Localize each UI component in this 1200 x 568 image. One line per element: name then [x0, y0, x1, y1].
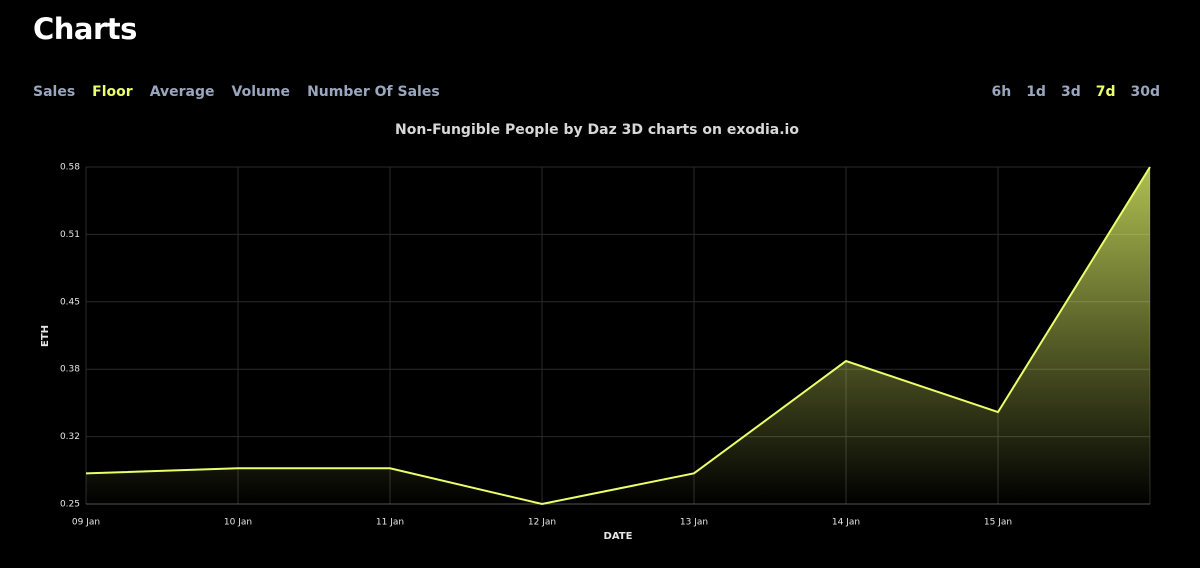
- x-tick-label: 11 Jan: [376, 518, 404, 528]
- range-tabs: 6h 1d 3d 7d 30d: [991, 84, 1160, 100]
- x-axis-title: DATE: [604, 531, 633, 542]
- y-tick-label: 0.58: [60, 163, 80, 173]
- metric-tab[interactable]: Average: [149, 84, 215, 100]
- range-tab[interactable]: 7d: [1095, 84, 1116, 100]
- x-tick-label: 14 Jan: [832, 518, 860, 528]
- range-tab[interactable]: 6h: [991, 84, 1012, 100]
- line: [85, 166, 1151, 506]
- x-tick-label: 09 Jan: [72, 518, 100, 528]
- page-title: Charts: [33, 12, 137, 46]
- y-tick-label: 0.51: [60, 230, 80, 240]
- metric-tabs: Sales Floor Average Volume Number Of Sales: [33, 84, 440, 100]
- x-tick-label: 12 Jan: [528, 518, 556, 528]
- metric-tab[interactable]: Sales: [33, 84, 76, 100]
- x-tick-label: 15 Jan: [984, 518, 1012, 528]
- area: [86, 167, 1150, 504]
- metric-tab[interactable]: Number Of Sales: [307, 84, 440, 100]
- y-tick-label: 0.32: [60, 432, 80, 442]
- y-axis-title: ETH: [40, 325, 51, 347]
- y-tick-label: 0.25: [60, 500, 80, 510]
- x-tick-label: 10 Jan: [224, 518, 252, 528]
- range-tab[interactable]: 1d: [1026, 84, 1046, 100]
- range-tab[interactable]: 3d: [1060, 84, 1081, 100]
- y-tick-label: 0.38: [60, 365, 80, 375]
- metric-tab[interactable]: Volume: [231, 84, 291, 100]
- range-tab[interactable]: 30d: [1130, 84, 1160, 100]
- x-tick-label: 13 Jan: [680, 518, 708, 528]
- y-tick-label: 0.45: [60, 297, 80, 307]
- chart-title: Non-Fungible People by Daz 3D charts on …: [395, 122, 799, 138]
- metric-tab[interactable]: Floor: [92, 84, 133, 100]
